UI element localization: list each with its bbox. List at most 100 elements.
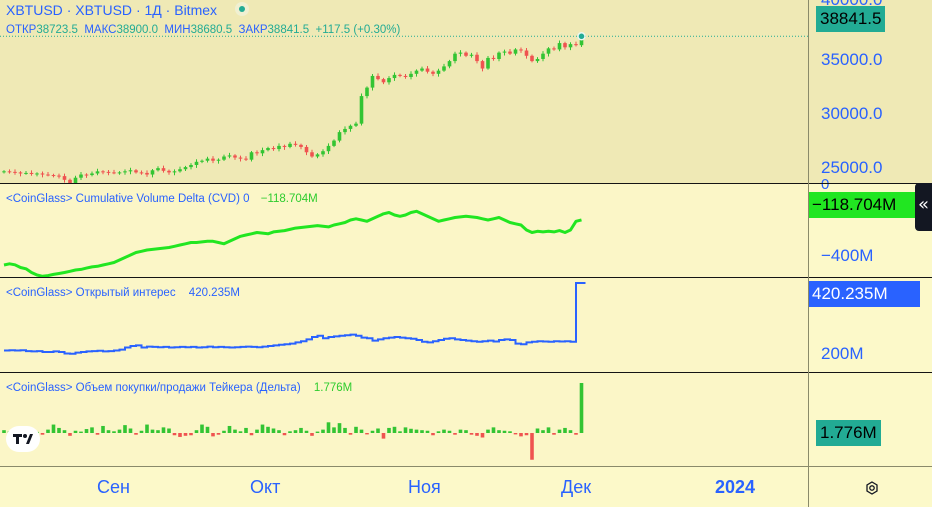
candle-body <box>211 158 215 161</box>
change-value: +117.5 (+0.30%) <box>315 24 401 36</box>
delta-bar <box>40 433 45 435</box>
candle-body <box>370 75 375 88</box>
candle-body <box>414 70 419 74</box>
candle-body <box>403 75 408 77</box>
delta-bar <box>139 430 144 433</box>
close-label: ЗАКР <box>238 24 268 36</box>
cvd-line-chart[interactable] <box>0 184 808 277</box>
delta-pane[interactable]: <CoinGlass> Объем покупки/продажи Тейкер… <box>0 373 808 466</box>
delta-bar <box>79 431 83 433</box>
delta-bar <box>156 430 160 433</box>
time-axis[interactable]: Сен Окт Ноя Дек 2024 <box>0 467 808 507</box>
delta-bar-chart[interactable] <box>0 373 808 466</box>
delta-bar <box>112 431 116 433</box>
delta-bar <box>458 429 463 433</box>
delta-bar <box>117 429 122 433</box>
candle-body <box>546 48 551 54</box>
delta-bar <box>491 427 496 433</box>
delta-bar <box>277 430 281 433</box>
candle-body <box>134 170 138 173</box>
candle-body <box>178 169 182 172</box>
delta-bar <box>348 433 353 435</box>
delta-bar <box>84 429 89 433</box>
candle-body <box>398 74 402 76</box>
symbol-name-2[interactable]: XBTUSD <box>75 2 133 18</box>
candle-body <box>293 143 298 145</box>
time-label: Окт <box>250 477 281 497</box>
delta-bar <box>178 433 182 437</box>
candle-body <box>161 168 166 171</box>
oi-pane[interactable]: <CoinGlass> Открытый интерес 420.235M <box>0 278 808 372</box>
delta-bar <box>205 426 210 433</box>
price-pane[interactable]: XBTUSD · XBTUSD · 1Д · Bitmex ОТКР38723.… <box>0 0 808 183</box>
delta-bar <box>574 433 578 435</box>
interval-label[interactable]: 1Д <box>144 2 162 18</box>
candle-body <box>447 61 452 67</box>
delta-bar <box>469 433 474 435</box>
cvd-pane[interactable]: <CoinGlass> Cumulative Volume Delta (CVD… <box>0 184 808 277</box>
candlestick-chart[interactable] <box>0 0 808 183</box>
candle-body <box>24 172 28 174</box>
candle-body <box>464 52 468 56</box>
delta-legend: <CoinGlass> Объем покупки/продажи Тейкер… <box>6 382 352 394</box>
delta-bar <box>332 427 336 433</box>
candle-body <box>101 171 105 173</box>
candle-body <box>442 66 446 71</box>
delta-bar <box>398 431 402 433</box>
delta-bar <box>249 433 254 436</box>
delta-bar <box>57 427 61 433</box>
symbol-name[interactable]: XBTUSD <box>6 2 63 18</box>
cvd-scale[interactable]: 0 −400M −118.704M <box>808 176 932 277</box>
exchange-label[interactable]: Bitmex <box>174 2 218 18</box>
delta-bar <box>101 425 105 433</box>
delta-bar <box>51 424 56 433</box>
market-status-icon[interactable] <box>234 2 249 16</box>
candle-body <box>40 173 45 175</box>
candle-body <box>359 96 364 124</box>
last-price-dot <box>577 32 586 41</box>
candle-body <box>194 161 199 165</box>
candle-body <box>321 151 325 155</box>
delta-bar <box>304 430 309 433</box>
time-label: Дек <box>561 477 592 497</box>
cvd-zero: 0 <box>243 193 250 205</box>
pane-separator[interactable] <box>0 372 932 373</box>
candle-body <box>282 145 287 147</box>
delta-bar <box>530 433 534 460</box>
delta-bar <box>502 430 507 433</box>
cvd-legend: <CoinGlass> Cumulative Volume Delta (CVD… <box>6 193 318 205</box>
delta-bar <box>288 431 292 433</box>
delta-bar <box>46 429 50 433</box>
symbol-header[interactable]: XBTUSD · XBTUSD · 1Д · Bitmex <box>6 2 249 18</box>
candle-body <box>513 49 518 54</box>
candle-body <box>453 53 457 62</box>
candle-body <box>128 170 133 172</box>
candle-body <box>486 57 490 69</box>
delta-bar <box>62 430 67 433</box>
candle-body <box>227 155 232 157</box>
candle-body <box>57 175 61 177</box>
delta-scale[interactable]: 1.776M <box>808 373 932 466</box>
candle-body <box>35 173 39 175</box>
delta-bar <box>233 429 237 433</box>
candle-body <box>2 171 6 173</box>
price-scale[interactable]: 40000.0 35000.0 30000.0 25000.0 38841.5 <box>808 0 932 183</box>
oi-line-chart[interactable] <box>0 278 808 372</box>
separator: · <box>165 2 171 18</box>
pane-separator[interactable] <box>0 183 932 184</box>
candle-body <box>46 174 50 176</box>
delta-bar <box>145 424 149 433</box>
settings-gear-icon[interactable] <box>865 481 879 495</box>
oi-badge: 420.235M <box>808 281 920 307</box>
collapse-panel-button[interactable]: « <box>915 183 932 231</box>
candle-body <box>310 152 314 157</box>
double-chevron-left-icon: « <box>918 194 930 215</box>
candle-body <box>458 52 463 54</box>
oi-scale[interactable]: 420.235M 200M <box>808 278 932 372</box>
candle-body <box>7 171 12 173</box>
candle-body <box>216 159 221 161</box>
tradingview-logo-icon[interactable] <box>6 426 40 452</box>
delta-bar <box>425 430 430 433</box>
delta-bar <box>376 428 380 433</box>
pane-separator[interactable] <box>0 277 932 278</box>
